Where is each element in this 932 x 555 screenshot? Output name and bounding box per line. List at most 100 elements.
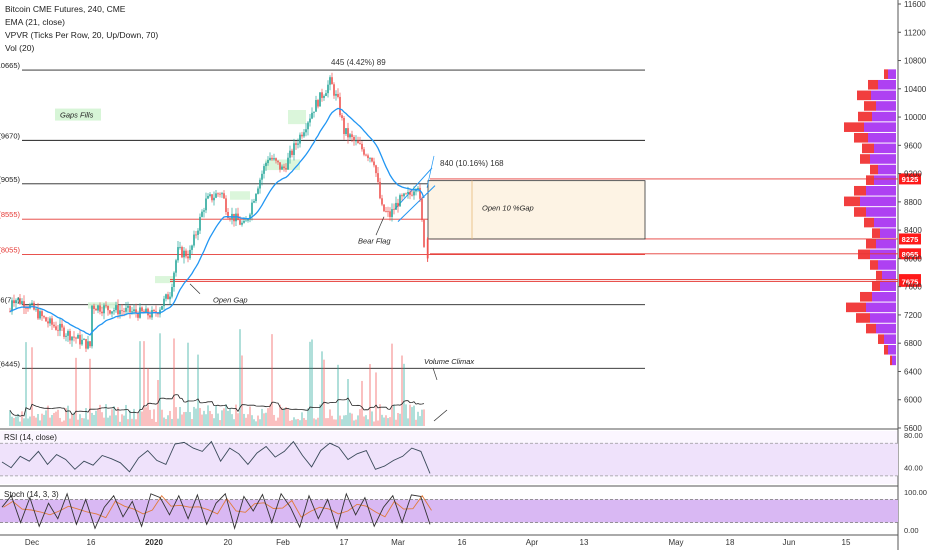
open-gap-label: Open Gap <box>213 295 248 304</box>
volume-bar <box>371 411 373 426</box>
candle-down <box>351 134 353 137</box>
fib-level-label: 0.236(9670) <box>0 131 20 140</box>
price-tick-label: 10800 <box>904 57 927 66</box>
candle-down <box>89 341 91 347</box>
volume-bar <box>43 414 45 426</box>
date-tick-label: Jun <box>783 538 796 547</box>
date-tick-label: 16 <box>458 538 467 547</box>
candle-up <box>175 260 177 273</box>
vpvr-bar-up <box>880 281 896 291</box>
gaps-fills-label: Gaps Fills <box>60 111 94 120</box>
date-tick-label: Feb <box>276 538 290 547</box>
candle-down <box>167 294 169 300</box>
candle-down <box>195 234 197 236</box>
vpvr-bar-down <box>854 207 866 217</box>
volume-bar <box>319 404 321 426</box>
candle-up <box>407 191 409 194</box>
open-gap-box-label: Open 10 %Gap <box>482 204 534 213</box>
volume-bar <box>133 408 135 426</box>
volume-bar <box>169 410 171 426</box>
candle-down <box>123 311 125 312</box>
candle-up <box>415 189 417 192</box>
candle-down <box>33 302 35 310</box>
volume-bar <box>211 414 213 426</box>
candle-up <box>201 211 203 217</box>
volume-bar <box>363 416 365 426</box>
volume-climax-label: Volume Climax <box>424 357 474 366</box>
volume-bar <box>81 418 83 426</box>
volume-bar <box>269 404 271 426</box>
candle-down <box>383 204 385 212</box>
volume-bar <box>327 418 329 426</box>
vpvr-bar-up <box>860 196 896 207</box>
volume-bar <box>83 418 85 426</box>
volume-bar <box>219 420 221 426</box>
vpvr-bar-down <box>860 154 870 164</box>
vpvr-bar-up <box>882 270 896 281</box>
vpvr-bar-down <box>866 323 876 334</box>
candle-down <box>147 308 149 316</box>
candle-down <box>343 118 345 135</box>
candle-down <box>275 158 277 161</box>
candle-down <box>405 193 407 195</box>
volume-bar <box>117 407 119 426</box>
measure-top-label: 445 (4.42%) 89 <box>331 58 386 67</box>
candle-up <box>131 311 133 313</box>
candle-up <box>177 247 179 261</box>
candle-down <box>397 202 399 207</box>
price-label-badge <box>899 248 921 260</box>
volume-bar <box>185 411 187 426</box>
stoch-tick-label: 0.00 <box>904 526 919 535</box>
price-label-text: 9125 <box>902 175 919 184</box>
candle-up <box>207 195 209 199</box>
date-tick-label: 20 <box>224 538 233 547</box>
volume-bar <box>259 419 261 426</box>
volume-bar <box>381 414 383 426</box>
candle-up <box>355 140 357 142</box>
volume-bar <box>135 419 137 426</box>
volume-bar <box>423 409 425 426</box>
symbol-label: Bitcoin CME Futures, 240, CME <box>5 4 126 14</box>
price-tick-label: 6000 <box>904 396 922 405</box>
candle-up <box>193 234 195 246</box>
fib-level-label: 0.5(8555) <box>0 210 20 219</box>
volume-bar <box>199 408 201 426</box>
candle-down <box>135 309 137 314</box>
candle-down <box>229 218 231 219</box>
candle-down <box>223 193 225 199</box>
vpvr-bar-down <box>858 111 872 122</box>
volume-bar <box>295 419 297 426</box>
stoch-k-line <box>1 492 431 530</box>
vpvr-bar-up <box>872 291 896 302</box>
vpvr-bar-up <box>868 132 896 143</box>
candle-up <box>319 92 321 107</box>
vpvr-bar-up <box>866 302 896 313</box>
volume-bar <box>285 407 287 426</box>
vpvr-bar-down <box>856 313 870 323</box>
volume-bar <box>355 419 357 426</box>
volume-bar <box>291 420 293 426</box>
volume-bar <box>89 358 91 426</box>
volume-bar <box>261 408 263 426</box>
candle-down <box>57 329 59 331</box>
candle-up <box>305 129 307 133</box>
volume-bar <box>321 351 323 426</box>
rsi-line <box>1 440 431 474</box>
date-tick-label: Mar <box>391 538 405 547</box>
volume-bar <box>21 411 23 426</box>
candle-up <box>151 310 153 318</box>
candle-up <box>297 143 299 145</box>
vpvr-bar-down <box>868 79 878 90</box>
candle-down <box>141 307 143 312</box>
volume-bar <box>49 417 51 426</box>
volume-bar <box>383 417 385 426</box>
candle-down <box>295 143 297 145</box>
vpvr-bar-up <box>888 69 896 79</box>
volume-bar <box>101 412 103 426</box>
candle-up <box>67 331 69 336</box>
candle-down <box>153 310 155 312</box>
stoch-band <box>0 499 898 523</box>
volume-bar <box>137 413 139 426</box>
candle-down <box>357 140 359 144</box>
candle-up <box>125 307 127 312</box>
